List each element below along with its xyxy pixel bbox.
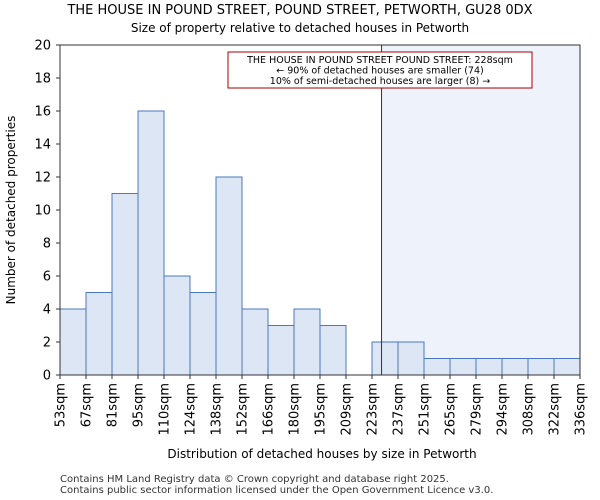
bar — [163, 275, 191, 376]
annotation-line-2: ← 90% of detached houses are smaller (74… — [276, 66, 483, 77]
x-tick-label: 322sqm — [548, 383, 563, 436]
y-tick-label: 2 — [43, 336, 51, 351]
y-tick-label: 16 — [34, 105, 51, 120]
bar — [397, 341, 425, 376]
footer-copyright: Contains HM Land Registry data © Crown c… — [60, 474, 449, 485]
x-tick-label: 110sqm — [158, 383, 173, 436]
y-tick-label: 18 — [34, 72, 51, 87]
x-tick-label: 265sqm — [444, 383, 459, 436]
x-tick-label: 152sqm — [236, 383, 251, 436]
y-tick-label: 8 — [43, 237, 51, 252]
annotation-box — [227, 51, 533, 89]
x-tick-label: 223sqm — [366, 383, 381, 436]
y-tick-label: 6 — [43, 270, 51, 285]
bar — [241, 308, 269, 376]
x-tick-label: 308sqm — [522, 383, 537, 436]
bar — [527, 358, 555, 376]
annotation-line-1: THE HOUSE IN POUND STREET POUND STREET: … — [246, 55, 513, 66]
chart-title: THE HOUSE IN POUND STREET, POUND STREET,… — [67, 3, 533, 18]
x-tick-label: 81sqm — [106, 383, 121, 427]
bar — [319, 325, 347, 376]
bar — [137, 110, 165, 376]
bar — [267, 325, 295, 376]
x-tick-label: 124sqm — [184, 383, 199, 436]
bar — [475, 358, 503, 376]
x-axis-label: Distribution of detached houses by size … — [167, 447, 476, 461]
bar — [449, 358, 477, 376]
highlight-region — [381, 45, 580, 375]
x-tick-label: 53sqm — [54, 383, 69, 427]
y-tick-label: 0 — [43, 369, 51, 384]
x-tick-label: 166sqm — [262, 383, 277, 436]
x-tick-label: 209sqm — [340, 383, 355, 436]
bar — [553, 358, 581, 376]
x-tick-label: 237sqm — [392, 383, 407, 436]
annotation-line-3: 10% of semi-detached houses are larger (… — [270, 76, 490, 87]
y-axis-label: Number of detached properties — [4, 116, 18, 305]
bar — [293, 308, 321, 376]
y-tick-label: 12 — [34, 171, 51, 186]
x-tick-label: 67sqm — [80, 383, 95, 427]
y-tick-label: 10 — [34, 204, 51, 219]
y-tick-label: 14 — [34, 138, 51, 153]
chart-subtitle: Size of property relative to detached ho… — [130, 21, 470, 35]
bar — [111, 193, 139, 376]
bar — [371, 341, 399, 376]
x-tick-label: 336sqm — [574, 383, 589, 436]
x-tick-label: 294sqm — [496, 383, 511, 436]
x-tick-label: 95sqm — [132, 383, 147, 427]
x-tick-label: 279sqm — [470, 383, 485, 436]
y-tick-label: 20 — [34, 39, 51, 54]
bar — [85, 292, 113, 376]
x-tick-label: 180sqm — [288, 383, 303, 436]
bar — [59, 308, 87, 376]
bar — [423, 358, 451, 376]
bar — [501, 358, 529, 376]
x-tick-label: 195sqm — [314, 383, 329, 436]
bar — [215, 176, 243, 376]
bar — [189, 292, 217, 376]
x-tick-label: 138sqm — [210, 383, 225, 436]
y-tick-label: 4 — [43, 303, 51, 318]
footer-licence: Contains public sector information licen… — [60, 485, 494, 496]
x-tick-label: 251sqm — [418, 383, 433, 436]
